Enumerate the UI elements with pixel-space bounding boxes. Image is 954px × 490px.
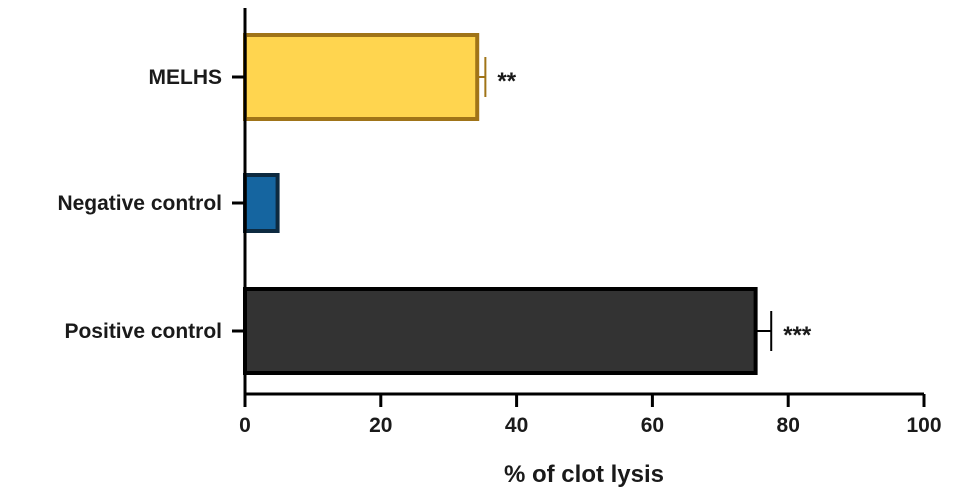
y-ticks-layer: MELHS Negative control Positive control xyxy=(57,66,245,343)
x-tick-label-0: 0 xyxy=(239,414,251,437)
category-label-1: Negative control xyxy=(57,192,222,215)
x-axis-title: % of clot lysis xyxy=(504,461,664,488)
x-tick-label-4: 80 xyxy=(777,414,800,437)
significance-layer: ***** xyxy=(497,68,812,349)
category-label-0: MELHS xyxy=(149,66,223,89)
bar-2 xyxy=(243,287,758,375)
x-tick-label-5: 100 xyxy=(906,414,941,437)
significance-label-2: *** xyxy=(783,322,812,349)
x-tick-label-1: 20 xyxy=(369,414,392,437)
x-ticks-layer: 0 20 40 60 80 100 xyxy=(239,394,942,437)
category-label-2: Positive control xyxy=(64,320,222,343)
significance-label-0: ** xyxy=(497,68,516,95)
bar-0 xyxy=(243,33,480,121)
x-tick-label-2: 40 xyxy=(505,414,528,437)
bar-1 xyxy=(243,173,280,233)
x-tick-label-3: 60 xyxy=(641,414,664,437)
bars-layer xyxy=(243,33,758,375)
error-bars-layer xyxy=(477,57,773,351)
